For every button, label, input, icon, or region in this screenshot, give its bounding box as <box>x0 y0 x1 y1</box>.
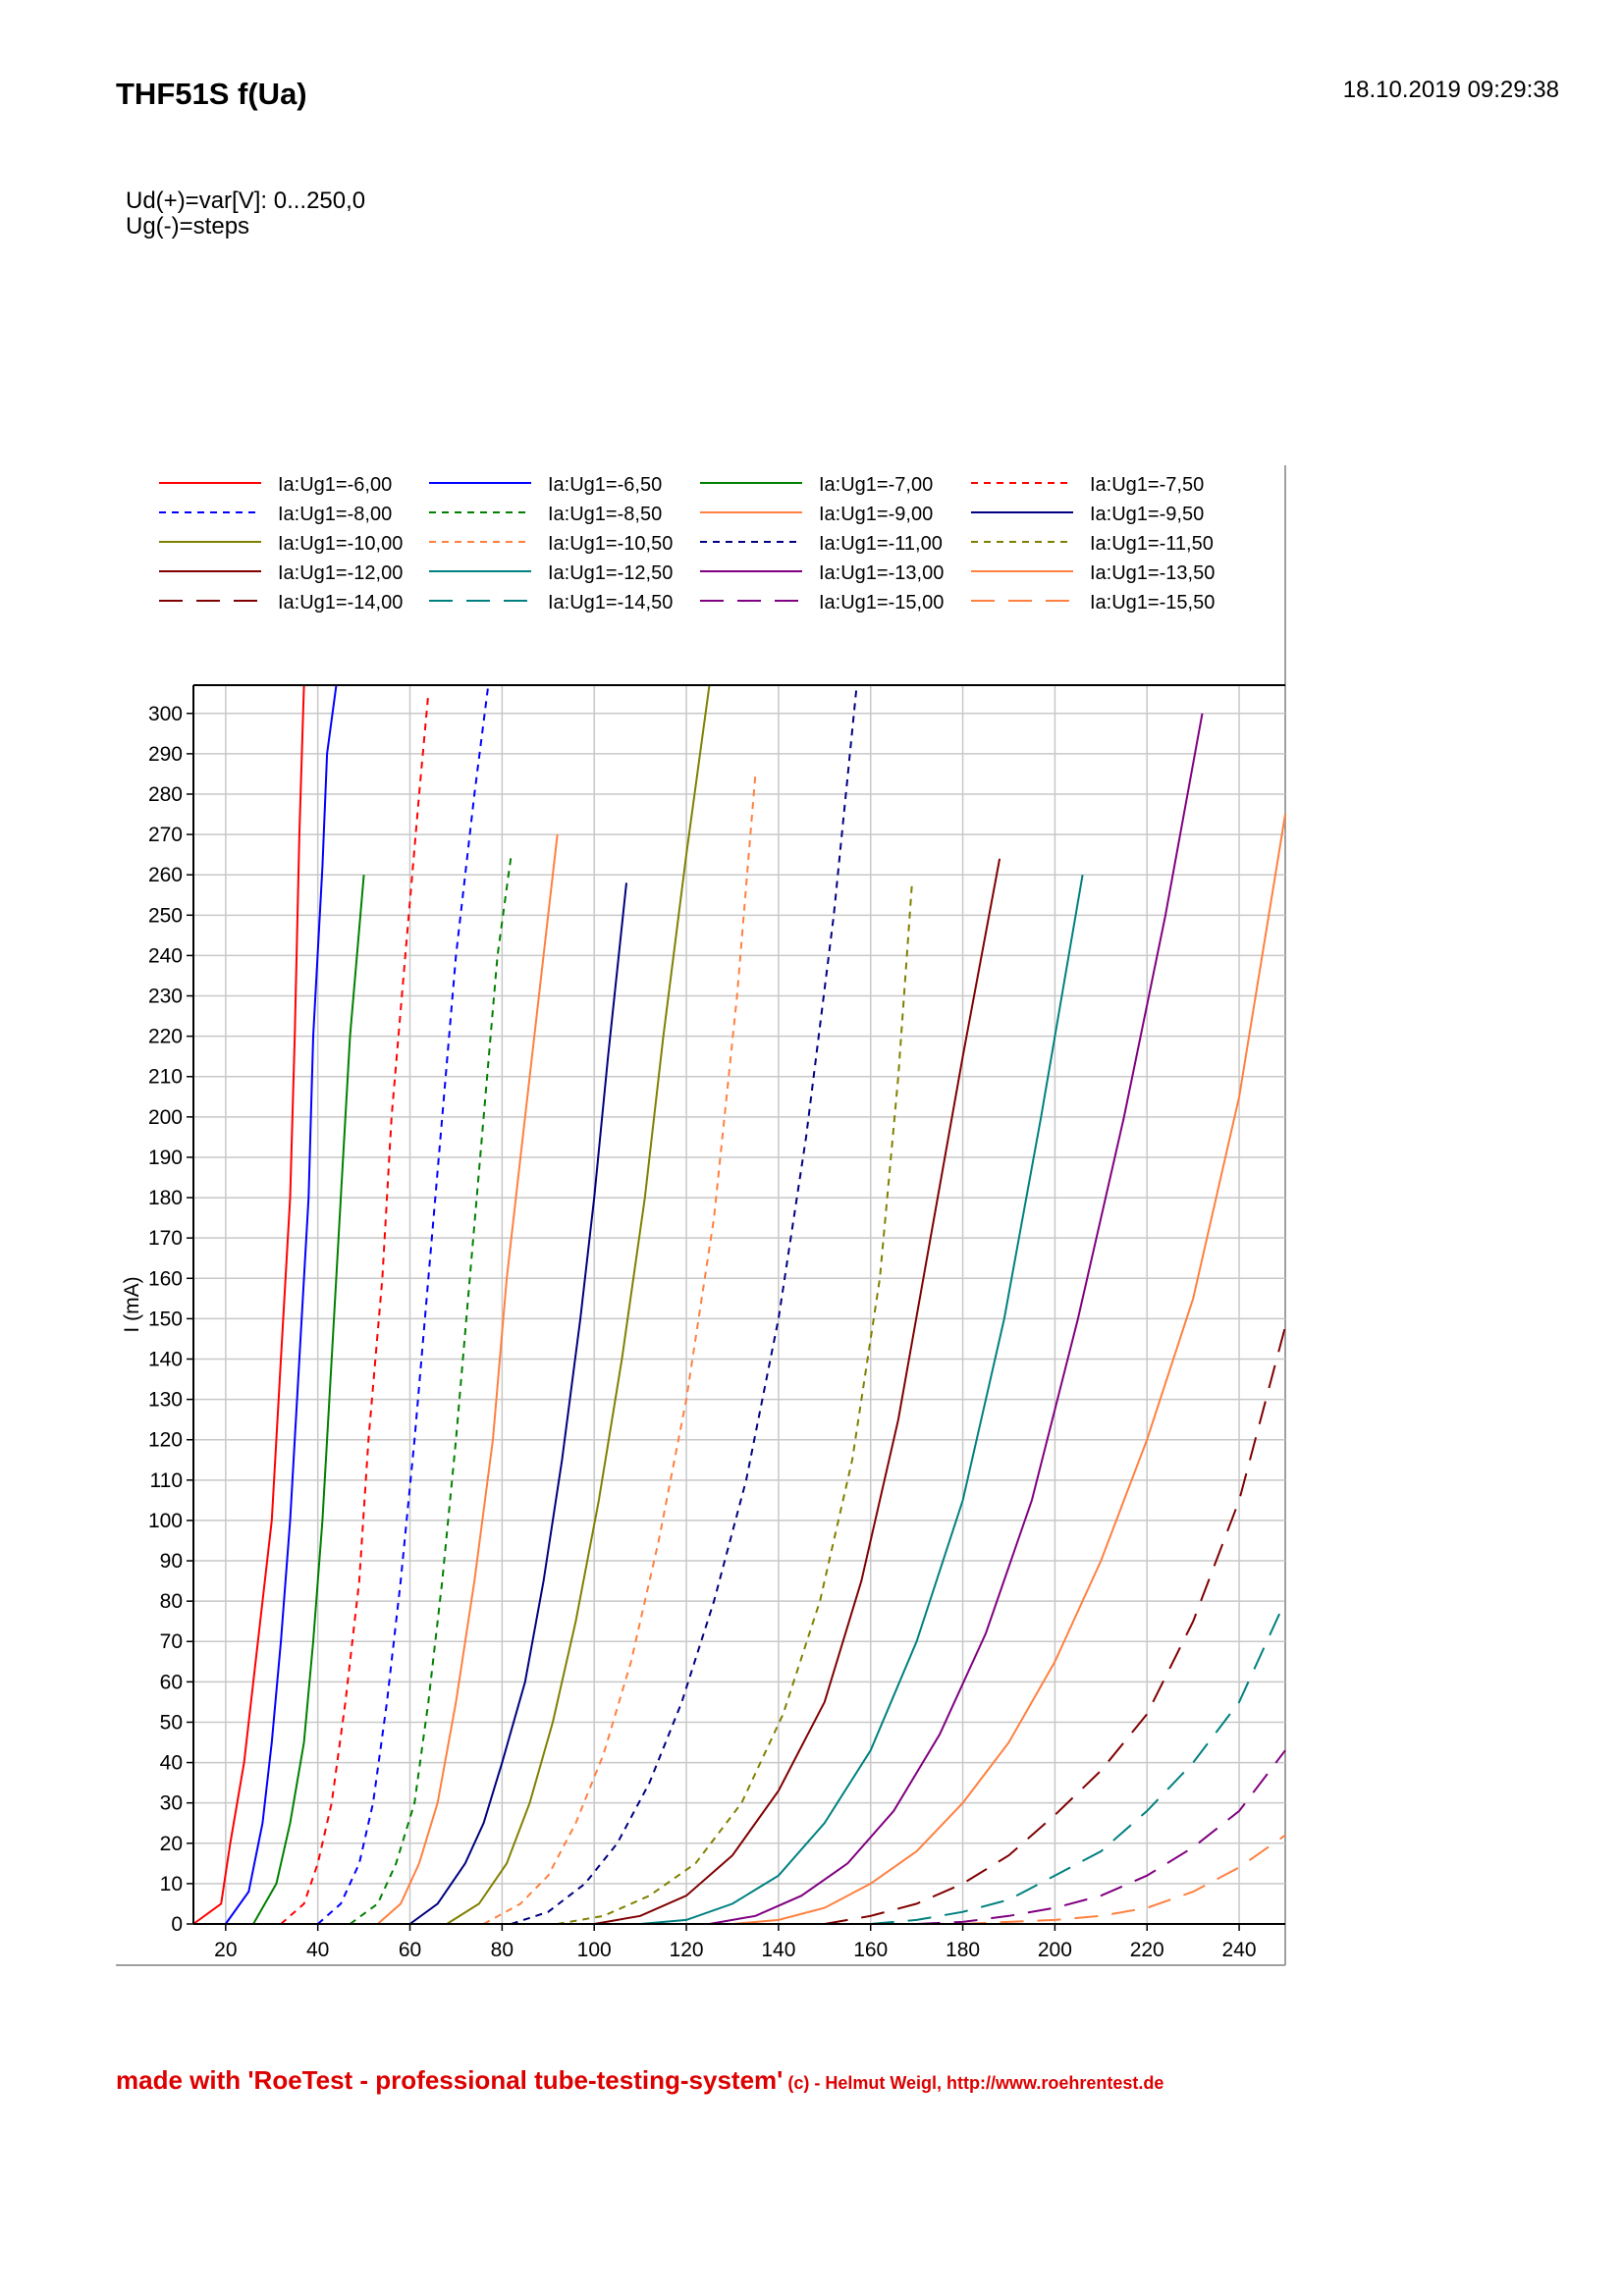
footer-credit: made with 'RoeTest - professional tube-t… <box>116 2065 1163 2096</box>
x-tick-label: 40 <box>306 1939 329 1961</box>
legend-entry: Ia:Ug1=-14,00 <box>278 592 403 614</box>
x-tick-label: 60 <box>399 1939 421 1961</box>
x-tick-label: 20 <box>214 1939 237 1961</box>
timestamp: 18.10.2019 09:29:38 <box>1342 77 1559 103</box>
x-tick-label: 200 <box>1038 1939 1072 1961</box>
legend-entry: Ia:Ug1=-15,50 <box>1090 592 1215 614</box>
series-line <box>483 774 757 1925</box>
legend-entry: Ia:Ug1=-13,00 <box>819 562 944 584</box>
y-tick-label: 260 <box>148 864 183 886</box>
legend-entry: Ia:Ug1=-15,00 <box>819 592 944 614</box>
legend-entry: Ia:Ug1=-11,50 <box>1090 533 1214 555</box>
y-tick-label: 200 <box>148 1106 183 1129</box>
series-line <box>731 814 1286 1925</box>
legend-entry: Ia:Ug1=-11,00 <box>819 533 943 555</box>
series-line <box>916 1749 1286 1925</box>
y-tick-label: 70 <box>160 1630 183 1653</box>
y-tick-label: 140 <box>148 1348 183 1370</box>
y-tick-label: 270 <box>148 824 183 846</box>
y-axis-label: I (mA) <box>121 1276 143 1332</box>
legend-entry: Ia:Ug1=-7,00 <box>819 474 933 496</box>
series-line <box>824 1326 1286 1925</box>
y-tick-label: 90 <box>160 1550 183 1573</box>
series-line <box>408 882 627 1925</box>
y-tick-label: 300 <box>148 703 183 725</box>
series-line <box>446 684 711 1925</box>
series-line <box>557 882 913 1925</box>
series-line <box>709 713 1204 1925</box>
y-tick-label: 130 <box>148 1389 183 1412</box>
chart-legend: Ia:Ug1=-6,00 Ia:Ug1=-6,50 Ia:Ug1=-7,00 Ia:U… <box>159 474 1215 614</box>
y-tick-label: 160 <box>148 1267 183 1290</box>
y-tick-label: 40 <box>160 1752 183 1775</box>
chart-frame <box>116 465 1286 1966</box>
y-tick-label: 150 <box>148 1308 183 1330</box>
y-tick-label: 0 <box>171 1913 183 1936</box>
series-line <box>349 854 513 1925</box>
series-line <box>870 1600 1286 1925</box>
series-line <box>594 858 1001 1925</box>
x-tick-label: 80 <box>491 1939 514 1961</box>
y-tick-label: 30 <box>160 1792 183 1815</box>
y-tick-label: 290 <box>148 743 183 766</box>
y-tick-label: 10 <box>160 1873 183 1896</box>
legend-entry: Ia:Ug1=-6,00 <box>278 474 392 496</box>
x-tick-label: 220 <box>1130 1939 1164 1961</box>
y-tick-label: 20 <box>160 1833 183 1855</box>
series-line <box>511 684 858 1925</box>
legend-entry: Ia:Ug1=-13,50 <box>1090 562 1215 584</box>
series-line <box>192 684 305 1925</box>
y-tick-label: 110 <box>150 1469 183 1492</box>
series-line <box>377 833 559 1925</box>
footer-main-text: made with 'RoeTest - professional tube-t… <box>116 2065 784 2095</box>
y-tick-label: 120 <box>148 1429 183 1452</box>
x-tick-label: 100 <box>577 1939 612 1961</box>
series-line <box>640 875 1084 1925</box>
legend-entry: Ia:Ug1=-10,00 <box>278 533 403 555</box>
legend-entry: Ia:Ug1=-12,50 <box>548 562 673 584</box>
series-line <box>280 693 430 1925</box>
chart-curves <box>192 684 1286 1925</box>
y-tick-label: 220 <box>148 1026 183 1048</box>
legend-entry: Ia:Ug1=-8,50 <box>548 504 662 525</box>
y-tick-label: 100 <box>148 1510 183 1532</box>
legend-entry: Ia:Ug1=-10,50 <box>548 533 673 555</box>
y-tick-label: 50 <box>160 1711 183 1734</box>
x-tick-label: 180 <box>946 1939 980 1961</box>
page-title: THF51S f(Ua) <box>116 77 307 111</box>
x-tick-label: 160 <box>853 1939 888 1961</box>
chart-grid <box>193 685 1285 1925</box>
x-tick-label: 240 <box>1222 1939 1257 1961</box>
y-tick-label: 230 <box>148 986 183 1008</box>
series-line <box>224 684 338 1925</box>
legend-entry: Ia:Ug1=-8,00 <box>278 504 392 525</box>
y-tick-label: 190 <box>148 1147 183 1169</box>
y-tick-label: 180 <box>148 1187 183 1209</box>
legend-entry: Ia:Ug1=-6,50 <box>548 474 662 496</box>
chart-axes: 0 10 20 30 40 50 60 70 80 90 100 110 120 130 140 150 160… <box>121 684 1285 1961</box>
x-tick-label: 120 <box>670 1939 704 1961</box>
voltage-parameter: Ud(+)=var[V]: 0...250,0 <box>126 187 366 214</box>
y-tick-label: 240 <box>148 944 183 967</box>
y-tick-label: 280 <box>148 783 183 806</box>
legend-entry: Ia:Ug1=-12,00 <box>278 562 403 584</box>
legend-entry: Ia:Ug1=-7,50 <box>1090 474 1204 496</box>
y-tick-label: 210 <box>148 1066 183 1089</box>
y-tick-label: 60 <box>160 1671 183 1693</box>
y-tick-label: 80 <box>160 1590 183 1613</box>
x-tick-label: 140 <box>761 1939 795 1961</box>
y-tick-label: 250 <box>148 904 183 927</box>
legend-entry: Ia:Ug1=-14,50 <box>548 592 673 614</box>
legend-entry: Ia:Ug1=-9,00 <box>819 504 933 525</box>
legend-entry: Ia:Ug1=-9,50 <box>1090 504 1204 525</box>
series-line <box>962 1834 1286 1925</box>
series-line <box>317 684 490 1925</box>
footer-credit-text: (c) - Helmut Weigl, http://www.roehrente… <box>783 2073 1164 2093</box>
series-line <box>252 875 365 1925</box>
grid-parameter: Ug(-)=steps <box>126 213 250 240</box>
y-tick-label: 170 <box>148 1227 183 1250</box>
